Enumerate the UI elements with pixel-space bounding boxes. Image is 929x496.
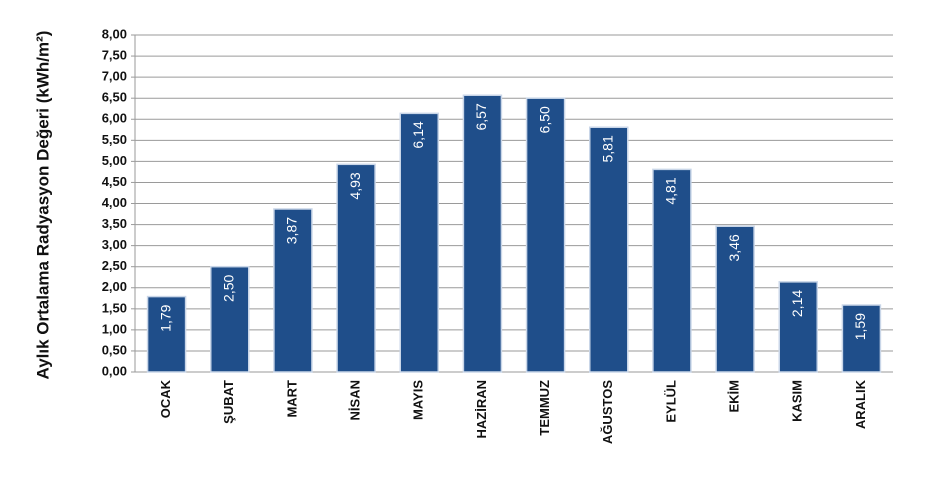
y-tick-label: 2,00 xyxy=(102,279,127,294)
x-tick-label: MAYIS xyxy=(411,380,426,420)
value-label: 1,59 xyxy=(852,313,868,340)
y-tick-label: 1,00 xyxy=(102,321,127,336)
bar xyxy=(146,295,187,373)
y-tick-label: 1,50 xyxy=(102,300,127,315)
y-tick-label: 0,50 xyxy=(102,342,127,357)
bar xyxy=(715,225,755,373)
x-tick-label: HAZİRAN xyxy=(474,380,489,439)
value-label: 6,57 xyxy=(473,103,489,130)
bar xyxy=(778,281,818,373)
bar xyxy=(652,168,692,373)
value-label: 4,93 xyxy=(347,172,363,199)
x-tick-label: ŞUBAT xyxy=(221,380,236,424)
y-tick-label: 3,50 xyxy=(102,216,127,231)
value-label: 3,46 xyxy=(726,234,742,261)
x-tick-label: KASIM xyxy=(790,380,805,422)
y-tick-label: 4,50 xyxy=(102,174,127,189)
bar xyxy=(399,112,439,373)
bar xyxy=(525,97,566,373)
value-label: 2,50 xyxy=(220,274,236,301)
y-tick-label: 7,00 xyxy=(102,69,127,84)
value-label: 4,81 xyxy=(663,177,679,204)
value-label: 3,87 xyxy=(284,217,300,244)
bar xyxy=(841,304,882,373)
x-tick-label: EYLÜL xyxy=(663,380,678,423)
bar xyxy=(273,208,313,373)
bar xyxy=(210,265,250,373)
y-axis-title: Aylık Ortalama Radyasyon Değeri (kWh/m²) xyxy=(33,31,52,380)
value-label: 6,50 xyxy=(536,106,552,133)
value-label: 6,14 xyxy=(410,121,426,148)
value-label: 2,14 xyxy=(789,290,805,317)
y-tick-label: 6,50 xyxy=(102,90,127,105)
x-tick-label: NİSAN xyxy=(348,380,363,420)
value-label: 1,79 xyxy=(157,304,173,331)
x-tick-label: ARALIK xyxy=(853,379,868,429)
bar xyxy=(462,94,503,373)
y-tick-label: 4,00 xyxy=(102,195,127,210)
x-tick-label: MART xyxy=(284,380,299,418)
y-tick-label: 6,00 xyxy=(102,111,127,126)
y-tick-label: 5,00 xyxy=(102,153,127,168)
y-tick-label: 7,50 xyxy=(102,48,127,63)
y-tick-label: 0,00 xyxy=(102,363,127,378)
y-tick-label: 3,00 xyxy=(102,237,127,252)
bar xyxy=(589,126,629,373)
x-tick-label: AĞUSTOS xyxy=(600,380,615,444)
value-label: 5,81 xyxy=(599,135,615,162)
x-tick-label: OCAK xyxy=(158,379,173,418)
x-tick-label: TEMMUZ xyxy=(537,380,552,436)
y-tick-label: 2,50 xyxy=(102,258,127,273)
y-tick-label: 5,50 xyxy=(102,132,127,147)
bar xyxy=(336,163,376,373)
x-tick-label: EKİM xyxy=(727,380,742,413)
y-tick-label: 8,00 xyxy=(102,26,127,41)
